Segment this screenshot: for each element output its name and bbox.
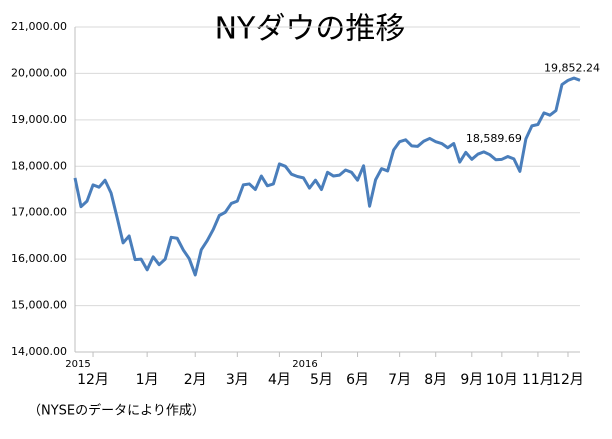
x-tick-label: 10月 xyxy=(486,372,518,388)
x-tick-label: 3月 xyxy=(226,372,249,388)
y-tick-label: 21,000.00 xyxy=(11,20,67,33)
y-tick-label: 15,000.00 xyxy=(11,299,67,312)
x-tick-label: 5月 xyxy=(310,372,333,388)
y-tick-label: 18,000.00 xyxy=(11,159,67,172)
y-tick-label: 17,000.00 xyxy=(11,206,67,219)
year-label: 2015 xyxy=(65,359,90,370)
source-note: （NYSEのデータにより作成） xyxy=(28,403,205,419)
x-tick-label: 6月 xyxy=(346,372,369,388)
data-label: 19,852.24 xyxy=(544,61,600,74)
x-tick-label: 9月 xyxy=(460,372,483,388)
x-tick-label: 7月 xyxy=(388,372,411,388)
x-tick-label: 1月 xyxy=(136,372,159,388)
y-tick-label: 19,000.00 xyxy=(11,113,67,126)
chart-title: NYダウの推移 xyxy=(215,12,406,47)
x-tick-label: 12月 xyxy=(552,372,584,388)
x-tick-label: 8月 xyxy=(424,372,447,388)
data-label: 18,589.69 xyxy=(466,132,522,145)
x-tick-label: 4月 xyxy=(268,372,291,388)
y-tick-label: 20,000.00 xyxy=(11,66,67,79)
x-tick-label: 11月 xyxy=(522,372,554,388)
x-tick-label: 12月 xyxy=(77,372,109,388)
line-series xyxy=(73,76,581,277)
x-tick-label: 2月 xyxy=(184,372,207,388)
y-tick-label: 16,000.00 xyxy=(11,252,67,265)
year-label: 2016 xyxy=(292,359,317,370)
y-tick-label: 14,000.00 xyxy=(11,345,67,358)
